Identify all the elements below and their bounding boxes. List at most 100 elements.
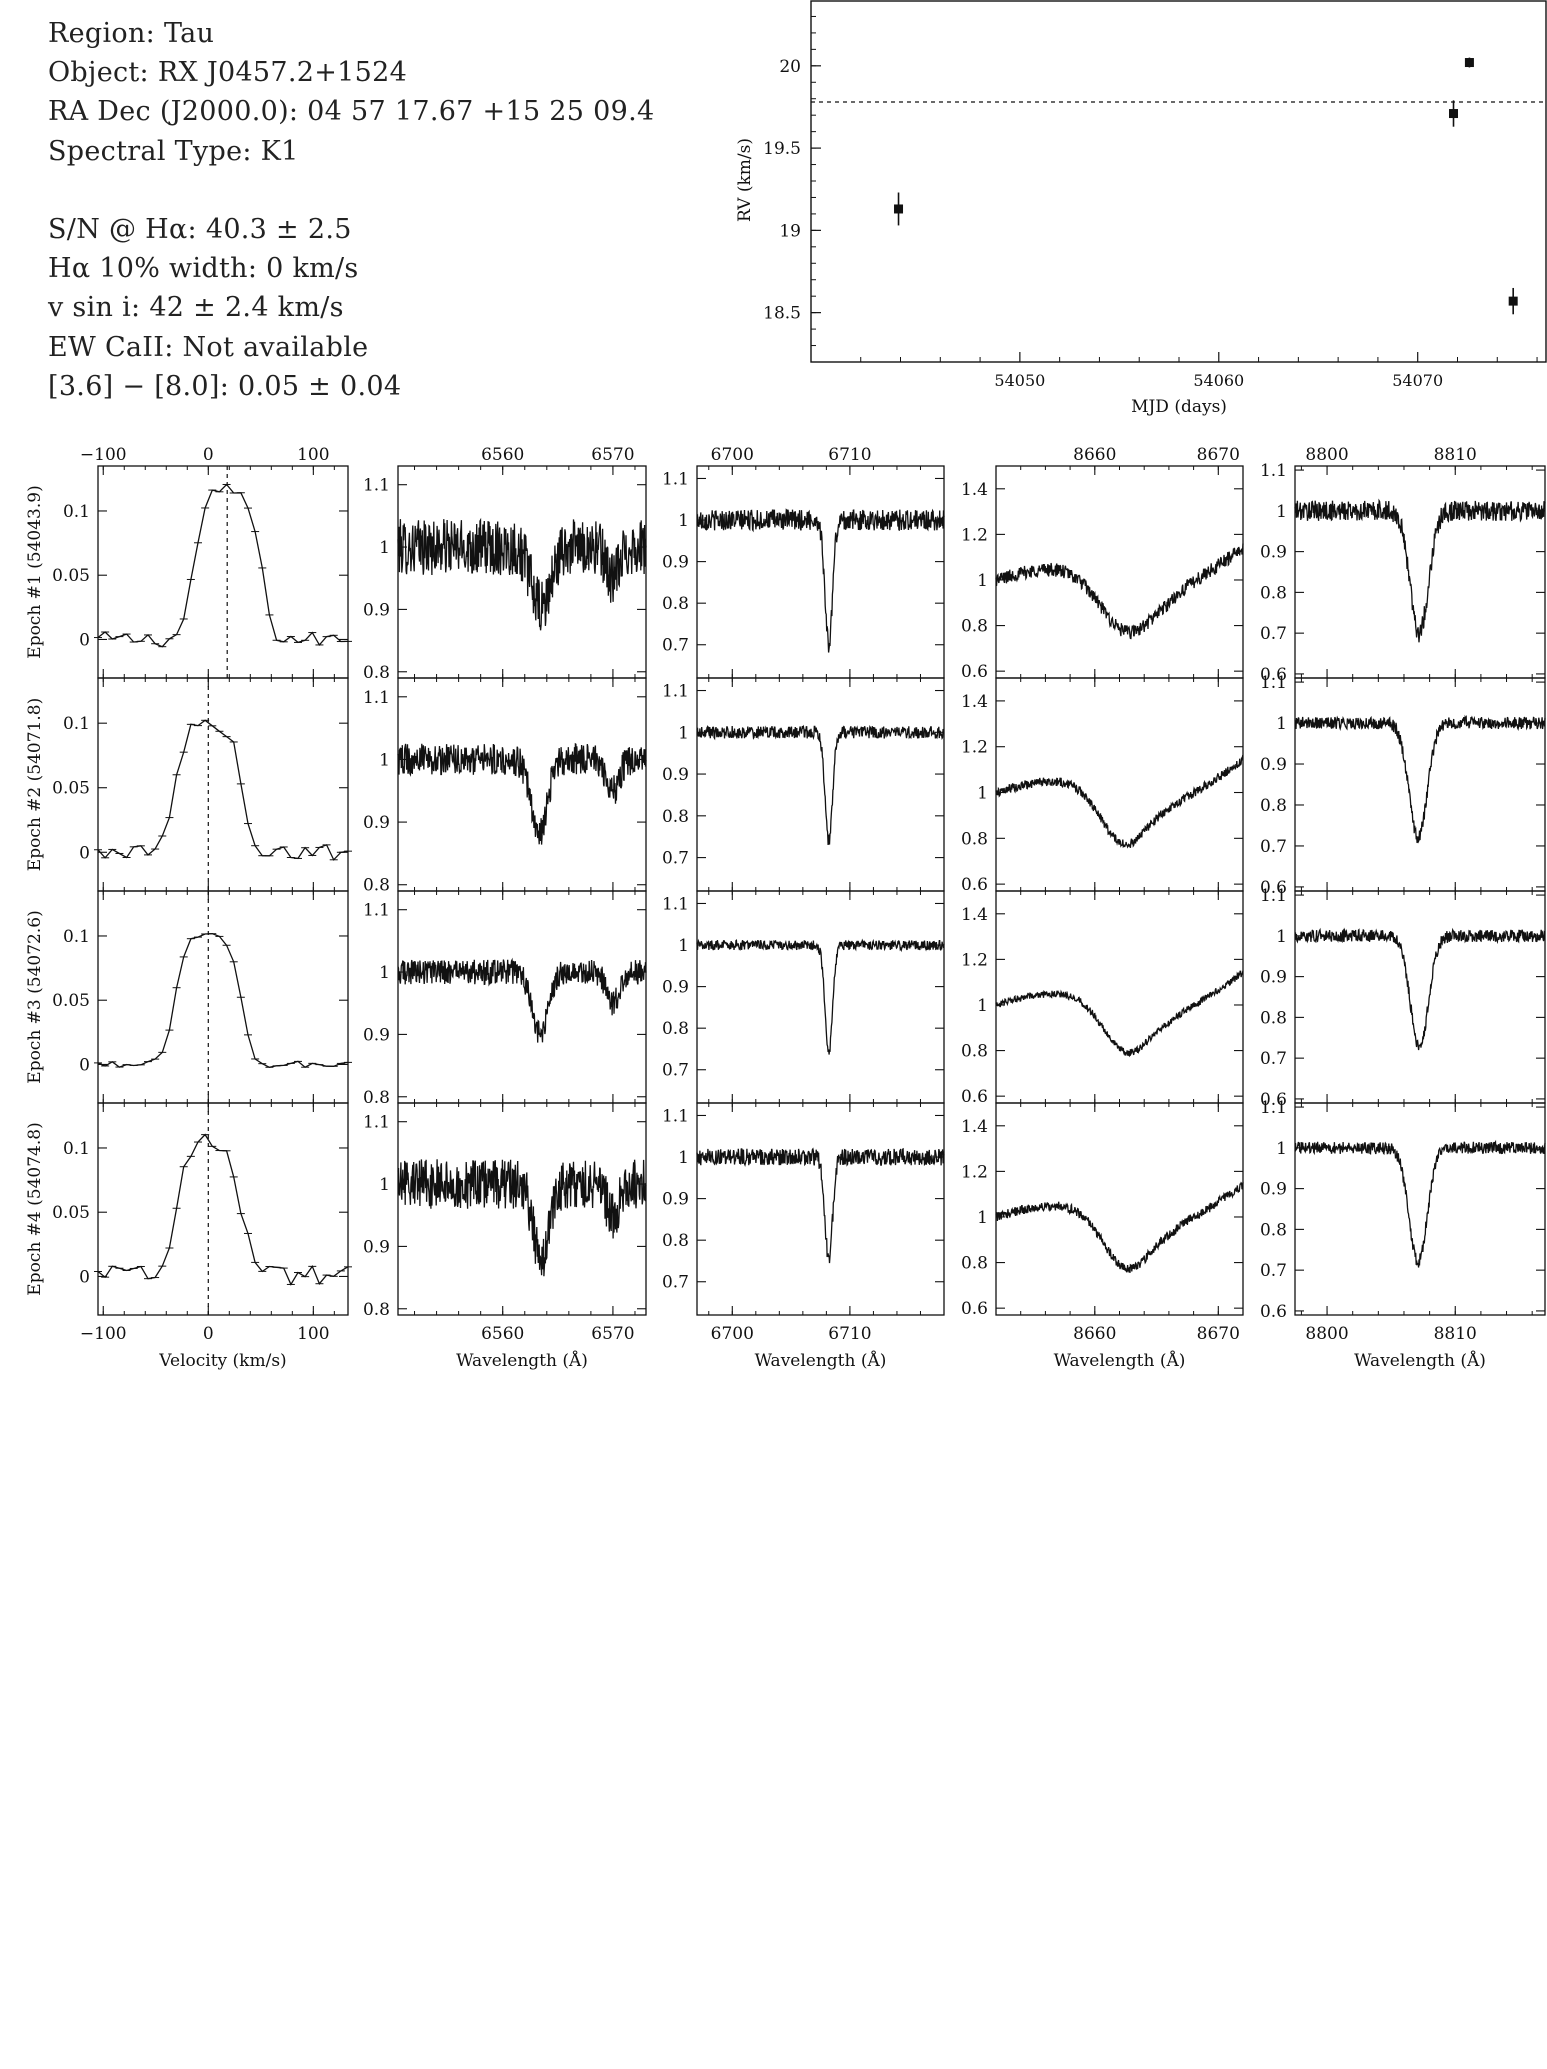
bottom-xtick-label: 6560 [481, 1324, 524, 1344]
spectrum-line [995, 754, 1244, 849]
ytick-label: 1 [379, 750, 390, 770]
spectrum-line [97, 1133, 349, 1286]
bottom-xtick-label: 8810 [1434, 1324, 1477, 1344]
ytick-label: 0.7 [662, 1273, 689, 1293]
ytick-label: 0.7 [662, 1061, 689, 1081]
ytick-label: 0.9 [363, 813, 390, 833]
ytick-label: 1.1 [363, 476, 390, 496]
spectrum-line [397, 957, 647, 1043]
ytick-label: 1 [678, 723, 689, 743]
ytick-label: 1 [977, 996, 988, 1016]
rv-data-point [1464, 58, 1474, 68]
spectrum-line [995, 1181, 1244, 1273]
ytick-label: 0.05 [52, 1203, 90, 1223]
ytick-label: 0.8 [1260, 583, 1287, 603]
ytick-label: 1.1 [662, 894, 689, 914]
panel-li_6708-epoch-2: 0.7 0.8 0.9 1 1.1 [662, 677, 945, 892]
irac-color-text: [3.6] − [8.0]: 0.05 ± 0.04 [48, 370, 402, 402]
ytick-label: 1.1 [1260, 886, 1287, 906]
ytick-label: 0.8 [363, 1088, 390, 1108]
rv-ytick-label: 18.5 [763, 304, 801, 324]
spectrum-line [97, 483, 349, 648]
panel-broadening_function-epoch-2: 0 0.05 0.1 [52, 677, 352, 892]
ytick-label: 1.1 [1260, 673, 1287, 693]
ytick-label: 0 [79, 630, 90, 650]
panel-frame [696, 1102, 945, 1316]
rv-xtick-label: 54070 [1392, 371, 1443, 390]
spectrum-line [97, 719, 349, 861]
ytick-label: 1 [678, 511, 689, 531]
bottom-xtick-label: 8670 [1197, 1324, 1240, 1344]
ytick-label: 1 [678, 936, 689, 956]
ytick-label: 0.9 [662, 978, 689, 998]
ytick-label: 0 [79, 1055, 90, 1075]
ytick-label: 1.4 [961, 480, 988, 500]
ytick-label: 0.7 [1260, 624, 1287, 644]
spectrum-line [1294, 927, 1546, 1051]
epoch-label: Epoch #4 (54074.8) [25, 1122, 45, 1295]
ytick-label: 0.7 [1260, 837, 1287, 857]
ytick-label: 1 [1276, 1139, 1287, 1159]
radec-text: RA Dec (J2000.0): 04 57 17.67 +15 25 09.… [48, 96, 655, 128]
ytick-label: 0.7 [1260, 1261, 1287, 1281]
panel-broadening_function-epoch-3: 0 0.05 0.1 [52, 890, 352, 1104]
spectrum-line [995, 543, 1244, 640]
ytick-label: 0.8 [1260, 1008, 1287, 1028]
ytick-label: 0.8 [662, 807, 689, 827]
epoch-label: Epoch #3 (54072.6) [25, 910, 45, 1083]
ytick-label: 0.7 [662, 636, 689, 656]
spectrum-line [696, 938, 945, 1055]
ytick-label: 1.4 [961, 692, 988, 712]
rv-ylabel: RV (km/s) [735, 138, 755, 222]
bottom-xtick-label: 6570 [591, 1324, 634, 1344]
ytick-label: 0.8 [1260, 1220, 1287, 1240]
spectrum-line [995, 970, 1244, 1058]
ytick-label: 0.1 [63, 1139, 90, 1159]
ytick-label: 1.1 [1260, 1098, 1287, 1118]
spectrum-line [97, 933, 349, 1068]
ytick-label: 0.6 [1260, 1090, 1287, 1110]
ytick-label: 1.1 [662, 1106, 689, 1126]
ytick-label: 0.9 [662, 765, 689, 785]
ytick-label: 0.8 [363, 876, 390, 896]
ytick-label: 1 [678, 1148, 689, 1168]
ytick-label: 0.6 [961, 875, 988, 895]
rv-chart: 54050 54060 54070 18.5 19 19.5 20 MJD (days) RV … [735, 0, 1547, 417]
ytick-label: 0.05 [52, 779, 90, 799]
column-xlabel: Wavelength (Å) [755, 1350, 887, 1371]
ew-caii-text: EW CaII: Not available [48, 331, 369, 363]
ytick-label: 1 [977, 1208, 988, 1228]
top-xtick-label: 100 [297, 445, 329, 465]
epoch-label: Epoch #1 (54043.9) [25, 485, 45, 658]
panel-ca_8807-epoch-1: 0.6 0.7 0.8 0.9 1 1.1 [1260, 461, 1546, 685]
panel-frame [97, 677, 349, 892]
rv-data-point [1508, 296, 1518, 306]
panel-frame [1294, 890, 1546, 1104]
panel-ca_8807-epoch-2: 0.6 0.7 0.8 0.9 1 1.1 [1260, 673, 1546, 898]
ytick-label: 1.1 [363, 688, 390, 708]
ytick-label: 0.8 [363, 663, 390, 683]
panel-broadening_function-epoch-1: 0 0.05 0.1 [52, 465, 352, 679]
ytick-label: 0.9 [1260, 543, 1287, 563]
column-xlabel: Velocity (km/s) [158, 1351, 286, 1371]
panel-frame [97, 1102, 349, 1316]
ytick-label: 0.6 [1260, 1302, 1287, 1322]
ytick-label: 1.1 [662, 682, 689, 702]
ytick-label: 0.8 [662, 1231, 689, 1251]
spectral-type-text: Spectral Type: K1 [48, 135, 299, 167]
panel-frame [397, 1102, 647, 1316]
panel-ca_8807-epoch-3: 0.6 0.7 0.8 0.9 1 1.1 [1260, 886, 1546, 1110]
spectrum-line [1294, 1139, 1546, 1268]
ytick-label: 0.9 [662, 553, 689, 573]
epoch-label: Epoch #2 (54071.8) [25, 698, 45, 871]
ytick-label: 0.8 [961, 617, 988, 637]
spectrum-line [1294, 714, 1546, 844]
ytick-label: 0.9 [662, 1190, 689, 1210]
ytick-label: 1.2 [961, 738, 988, 758]
ytick-label: 1.4 [961, 905, 988, 925]
panel-li_6708-epoch-3: 0.7 0.8 0.9 1 1.1 [662, 890, 945, 1104]
panel-frame [696, 890, 945, 1104]
ytick-label: 0.6 [961, 662, 988, 682]
